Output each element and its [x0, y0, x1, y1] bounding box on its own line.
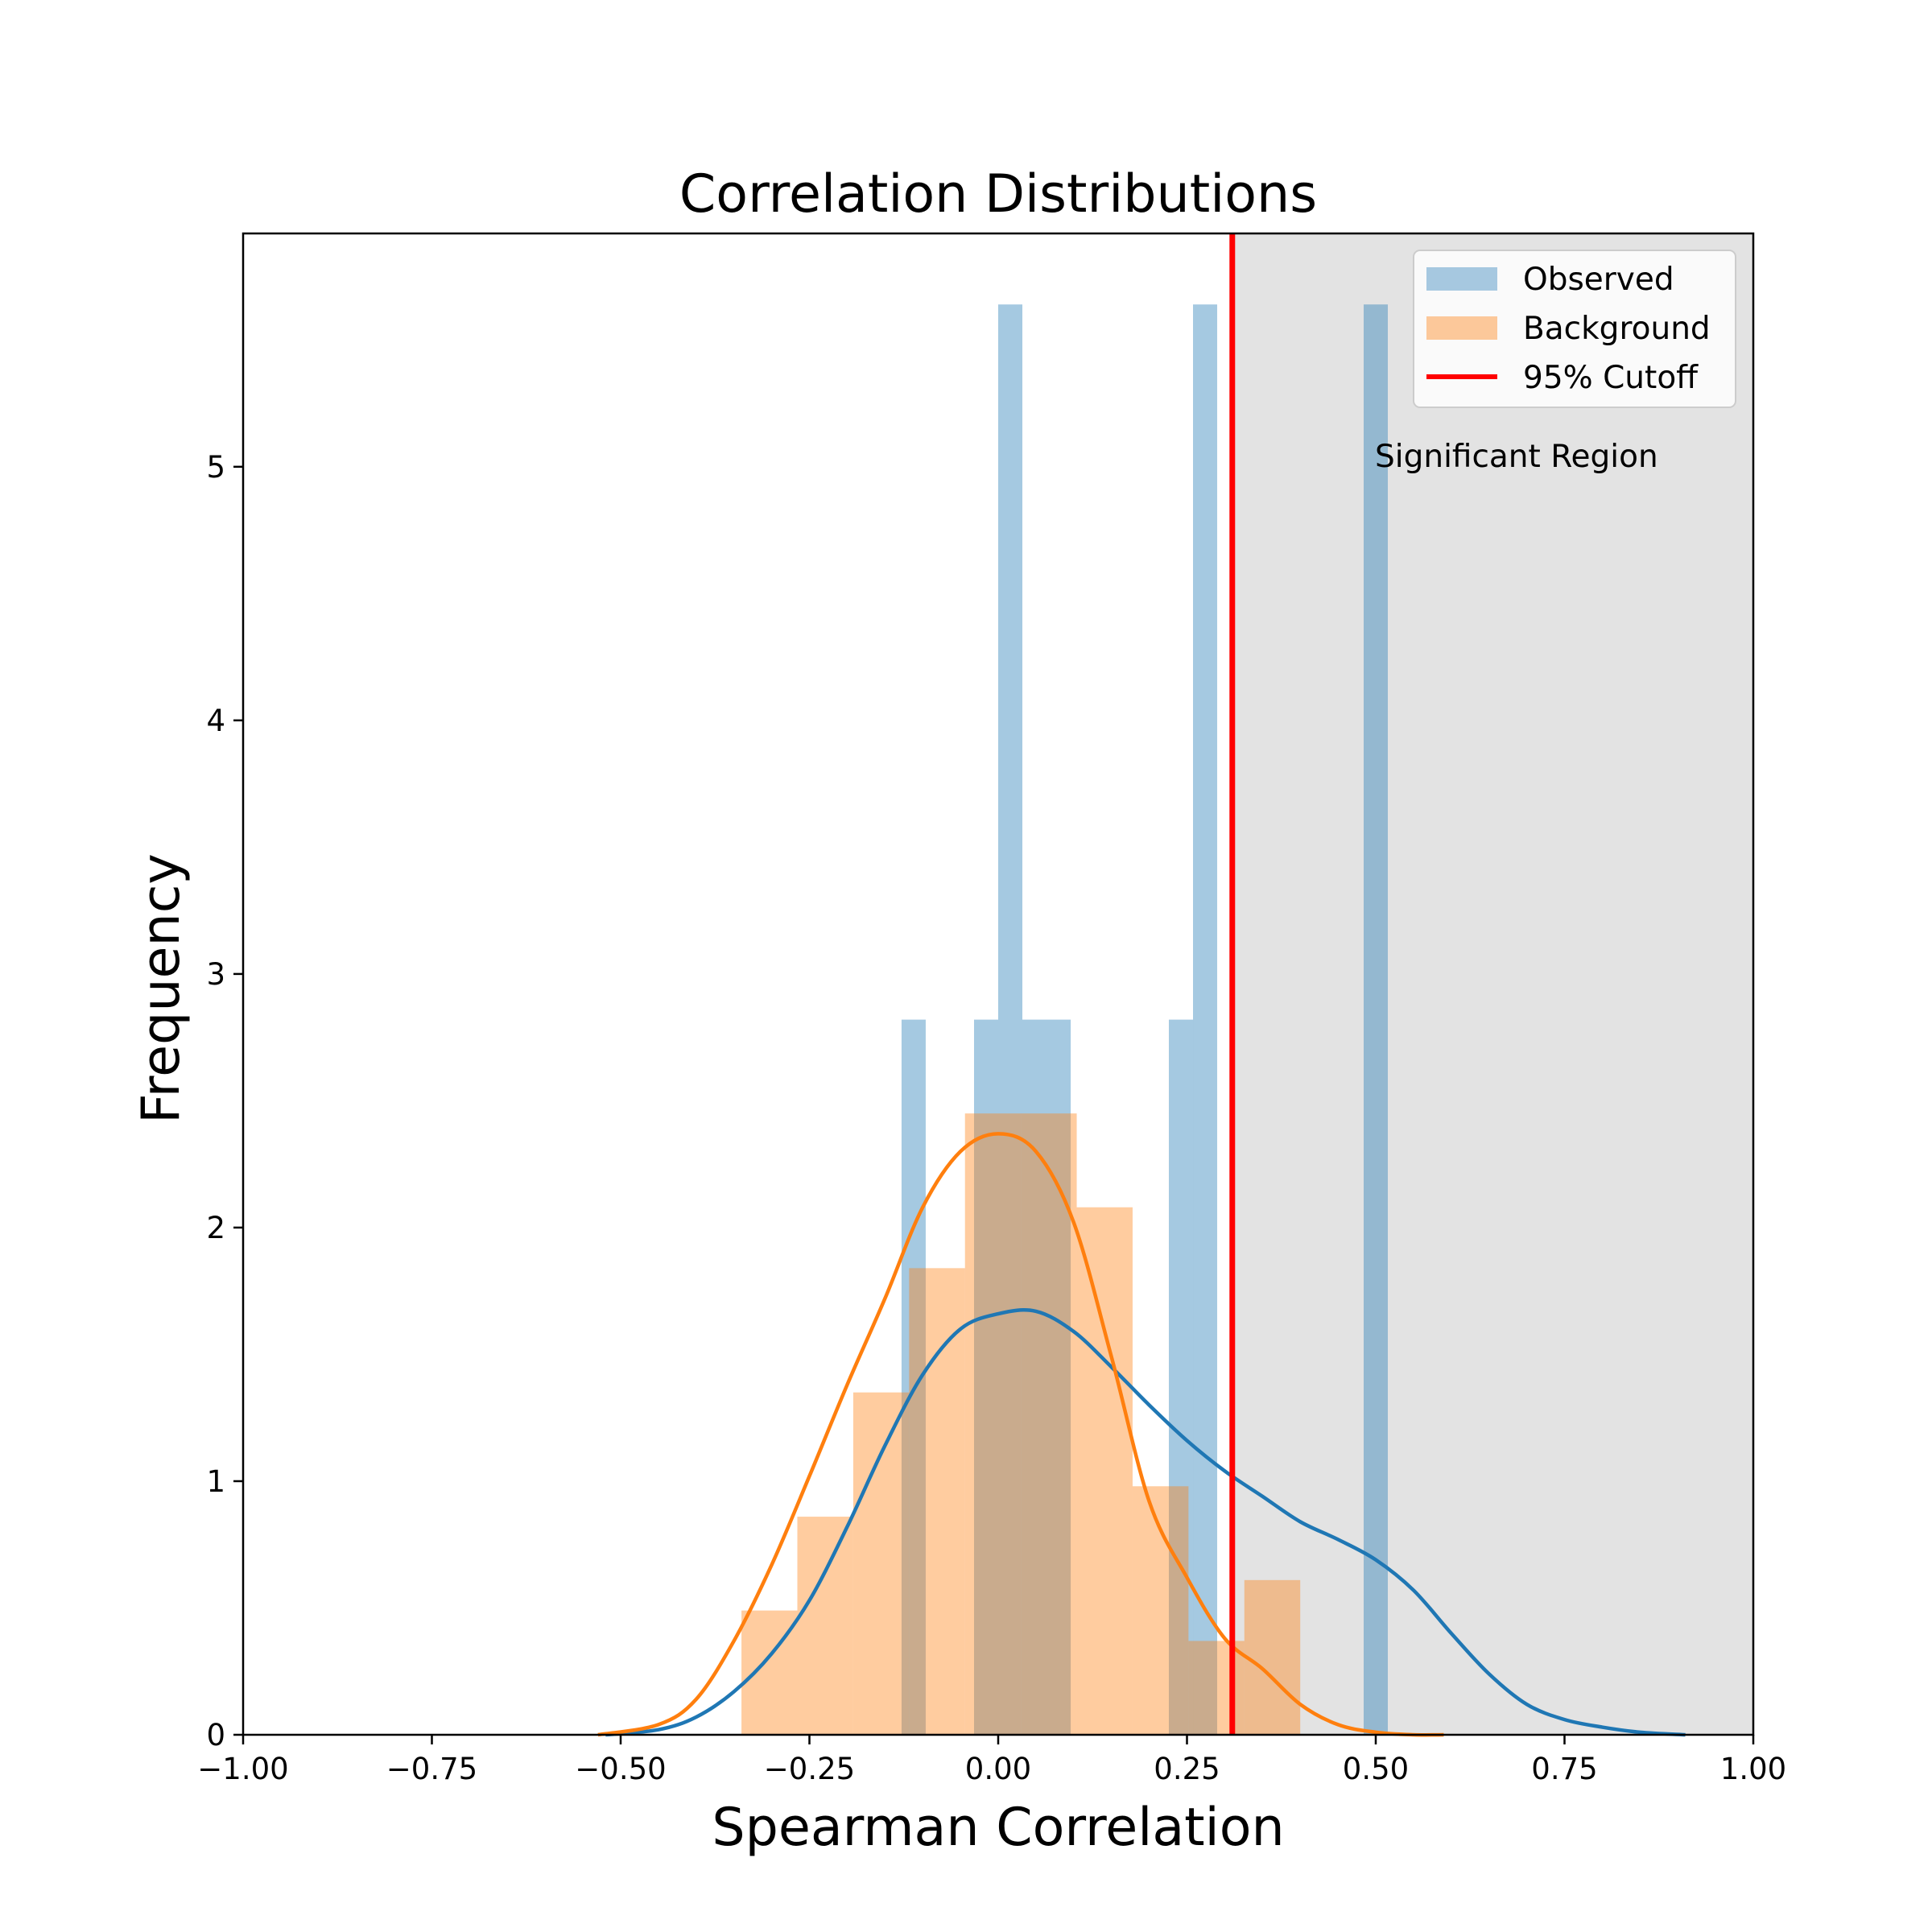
histogram-layer	[741, 304, 1389, 1735]
plot-area: Significant Region	[242, 232, 1755, 1737]
background-bar	[1021, 1113, 1077, 1735]
background-bar	[964, 1113, 1022, 1735]
background-bar	[1244, 1579, 1301, 1735]
background-bar	[1188, 1641, 1245, 1735]
y-axis-ticks: 0 1 2 3 4 5	[206, 450, 243, 1752]
x-tick-label: −0.75	[386, 1752, 477, 1786]
x-tick-label: 0.75	[1531, 1752, 1597, 1786]
observed-bar	[1363, 304, 1389, 1735]
y-tick-label: 3	[206, 957, 225, 992]
legend-label: 95% Cutoff	[1523, 360, 1699, 396]
significant-region	[1232, 233, 1753, 1735]
x-tick-label: −0.50	[575, 1752, 666, 1786]
y-axis-label: Frequency	[131, 853, 192, 1124]
observed-bar	[1022, 1019, 1071, 1735]
background-bar	[909, 1268, 965, 1735]
x-tick-label: 0.50	[1343, 1752, 1409, 1786]
background-bar	[852, 1392, 910, 1735]
background-bar	[797, 1517, 853, 1735]
y-tick-label: 1	[206, 1464, 225, 1499]
x-tick-label: −1.00	[197, 1752, 288, 1786]
significant-region-label: Significant Region	[1375, 439, 1658, 475]
legend-label: Observed	[1523, 262, 1674, 298]
y-tick-label: 0	[206, 1718, 225, 1752]
background-bar	[1076, 1207, 1133, 1735]
legend: Observed Background 95% Cutoff	[1413, 250, 1736, 408]
legend-swatch-patch	[1426, 316, 1497, 340]
x-tick-label: 1.00	[1720, 1752, 1786, 1786]
kde-layer	[597, 1132, 1686, 1737]
y-tick-label: 5	[206, 450, 225, 485]
observed-bar	[998, 304, 1023, 1735]
background-bar	[1132, 1486, 1189, 1735]
chart-title: Correlation Distributions	[679, 164, 1317, 225]
plot-background	[243, 233, 1753, 1735]
x-tick-label: 0.00	[965, 1752, 1031, 1786]
legend-label: Background	[1523, 311, 1711, 347]
x-tick-label: 0.25	[1154, 1752, 1220, 1786]
observed-bar	[1168, 1019, 1194, 1735]
x-axis-label: Spearman Correlation	[712, 1798, 1284, 1858]
observed-bar	[1193, 304, 1218, 1735]
significant-region-layer	[1232, 233, 1753, 1735]
background-kde-line	[597, 1132, 1444, 1737]
y-tick-label: 2	[206, 1211, 225, 1245]
legend-swatch-patch	[1426, 267, 1497, 291]
x-tick-label: −0.25	[764, 1752, 855, 1786]
y-tick-label: 4	[206, 704, 225, 738]
observed-kde-line	[605, 1308, 1686, 1737]
x-axis-ticks: −1.00 −0.75 −0.50 −0.25 0.00 0.25 0.50 0.75 1.00	[197, 1735, 1786, 1786]
